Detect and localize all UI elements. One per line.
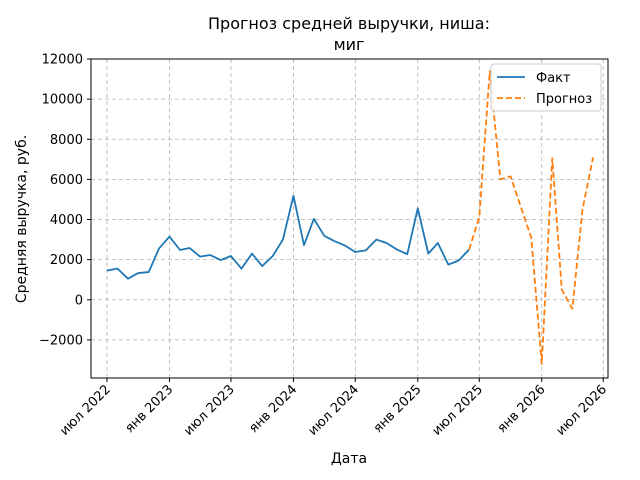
y-tick-label: 2000	[50, 253, 83, 268]
y-tick-label: 12000	[42, 53, 83, 68]
y-tick-label: 6000	[50, 173, 83, 188]
y-tick-label: 8000	[50, 133, 83, 148]
legend: Факт Прогноз	[490, 63, 602, 112]
series-line-forecast	[468, 70, 594, 365]
x-axis-label: Дата	[331, 451, 367, 467]
series-line-fact	[106, 194, 470, 280]
y-tick-label: 4000	[50, 213, 83, 228]
y-tick-label: 0	[75, 293, 83, 308]
chart-title-line1: Прогноз средней выручки, ниша:	[208, 14, 490, 33]
grid	[91, 58, 608, 378]
y-tick-label: −2000	[39, 333, 83, 348]
legend-box	[490, 63, 602, 112]
legend-label-fact: Факт	[536, 71, 571, 86]
chart-title-line2: миг	[334, 35, 365, 54]
y-axis-label: Средняя выручка, руб.	[14, 135, 30, 303]
y-axis: −2000 0 2000 4000 6000 8000 10000 12000	[39, 53, 91, 348]
legend-label-forecast: Прогноз	[536, 92, 592, 107]
series-layer	[106, 70, 594, 365]
y-tick-label: 10000	[42, 93, 83, 108]
axes-frame	[90, 58, 609, 379]
